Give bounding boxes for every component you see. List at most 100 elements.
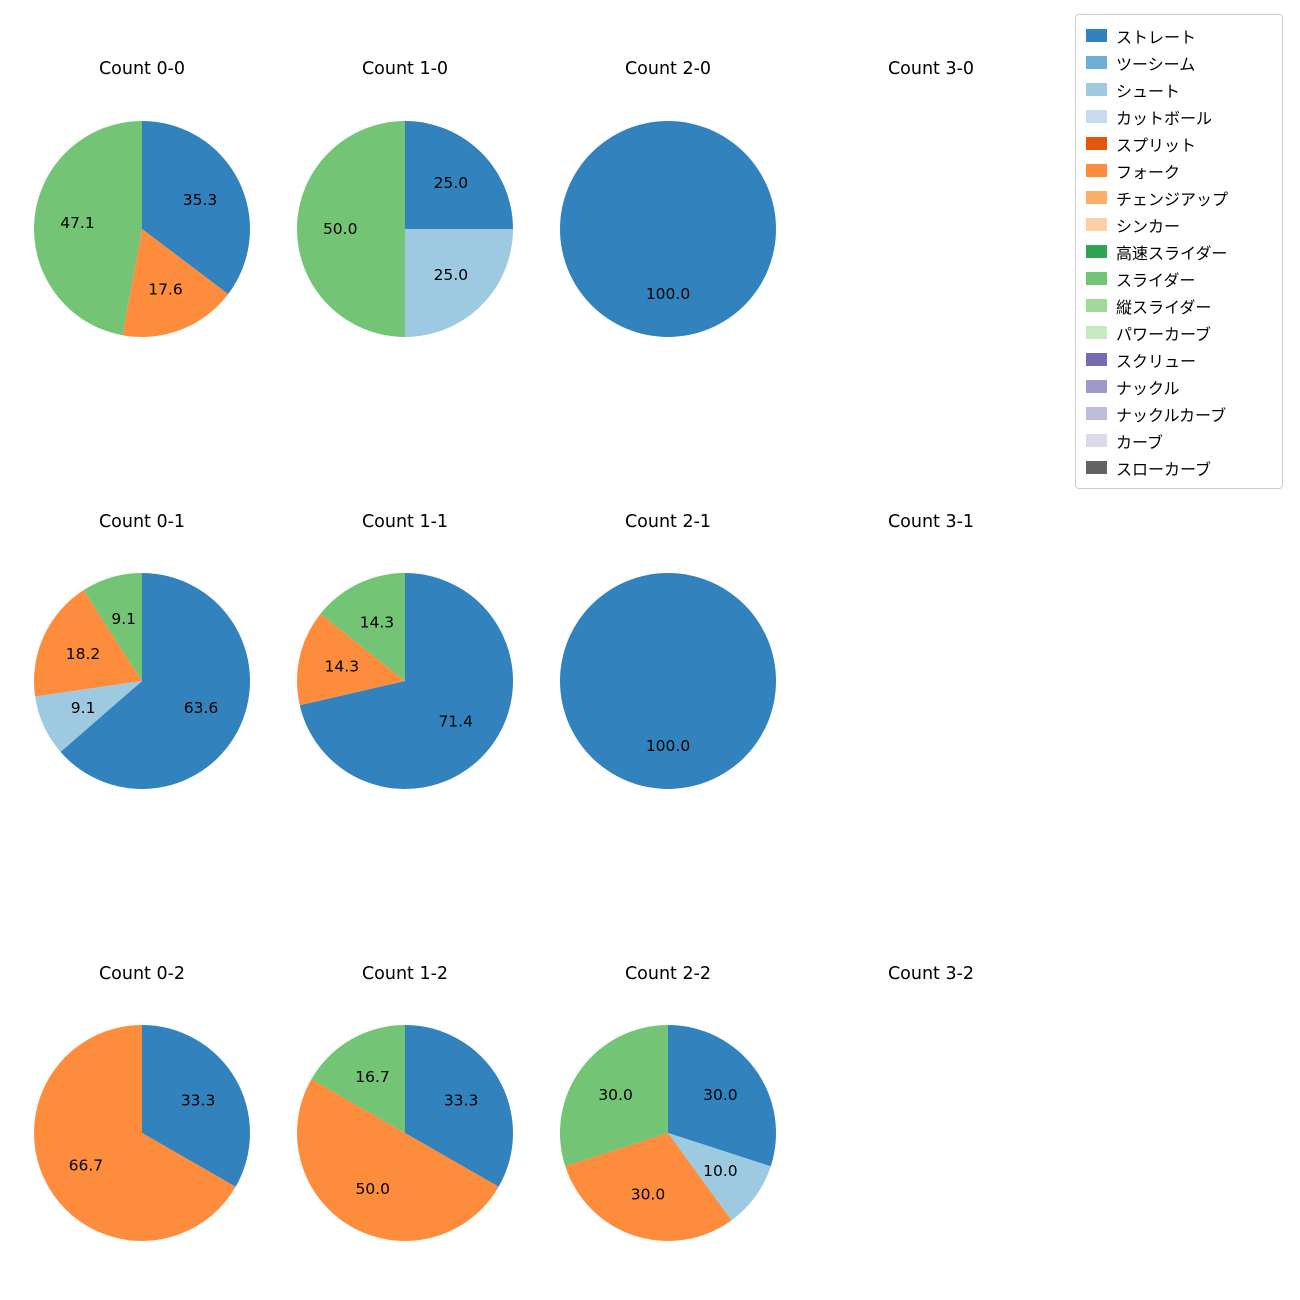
legend-item: フォーク (1086, 157, 1272, 184)
chart-title: Count 0-2 (98, 964, 186, 984)
pie-slice-label: 50.0 (323, 220, 358, 238)
pie-slice (34, 121, 142, 336)
pie-slice-label: 71.4 (438, 712, 473, 730)
pie-slice (311, 1025, 405, 1133)
pie-slice (297, 121, 405, 337)
legend-swatch (1086, 245, 1107, 258)
legend-label: ナックルカーブ (1116, 405, 1227, 425)
legend-swatch (1086, 137, 1107, 150)
pie-slice (297, 1079, 499, 1241)
legend-item: スクリュー (1086, 346, 1272, 373)
chart-title: Count 3-2 (887, 964, 975, 984)
legend-label: チェンジアップ (1116, 189, 1229, 209)
pie-chart: 63.6 9.1 18.2 9.1 (34, 573, 251, 789)
pie-slice-label: 25.0 (434, 174, 469, 192)
pie-slice (560, 573, 776, 789)
pie-slice-label: 63.6 (184, 699, 219, 717)
pie-chart: 100.0 (560, 121, 776, 337)
chart-title: Count 3-1 (887, 512, 975, 532)
legend-swatch (1086, 218, 1107, 231)
legend-label: カーブ (1116, 432, 1164, 452)
legend-item: カットボール (1086, 103, 1272, 130)
pie-chart: 33.3 50.0 16.7 (297, 1025, 513, 1241)
pie-slice-label: 17.6 (148, 280, 183, 298)
pie-slice-label: 30.0 (598, 1086, 633, 1104)
pie-slice-label: 10.0 (703, 1162, 738, 1180)
legend-swatch (1086, 299, 1107, 312)
legend-label: 縦スライダー (1116, 297, 1212, 317)
pie-slice (668, 1133, 771, 1221)
legend-swatch (1086, 407, 1107, 420)
chart-title: Count 1-2 (361, 964, 449, 984)
pie-chart: 30.0 10.0 30.0 30.0 (560, 1025, 776, 1241)
legend-label: スライダー (1116, 270, 1196, 290)
legend-item: ナックル (1086, 373, 1272, 400)
chart-title: Count 3-0 (887, 59, 975, 79)
pie-chart: 100.0 (560, 573, 776, 789)
pie-slice-label: 50.0 (355, 1180, 390, 1198)
legend-swatch (1086, 110, 1107, 123)
legend-label: ストレート (1116, 27, 1197, 47)
legend-label: パワーカーブ (1116, 324, 1212, 344)
legend-label: スクリュー (1116, 351, 1197, 371)
legend-item: 高速スライダー (1086, 238, 1272, 265)
legend-item: シンカー (1086, 211, 1272, 238)
chart-title: Count 0-1 (98, 512, 186, 532)
chart-title: Count 1-0 (361, 59, 449, 79)
pie-slice-label: 47.1 (60, 214, 95, 232)
pie-slice-label: 25.0 (434, 266, 469, 284)
pie-slice-label: 100.0 (646, 285, 690, 303)
legend-item: スプリット (1086, 130, 1272, 157)
pie-slice-label: 100.0 (646, 737, 690, 755)
pie-chart: 33.3 66.7 (33, 1025, 250, 1241)
pie-slice-label: 35.3 (183, 191, 218, 209)
legend-swatch (1086, 380, 1107, 393)
pie-slice-label: 33.3 (444, 1092, 479, 1110)
legend-item: チェンジアップ (1086, 184, 1272, 211)
chart-title: Count 2-0 (624, 59, 712, 79)
chart-title: Count 1-1 (361, 512, 449, 532)
pie-slice-label: 14.3 (360, 614, 395, 632)
legend-label: シンカー (1116, 216, 1181, 236)
pie-slice-label: 30.0 (631, 1186, 666, 1204)
chart-title: Count 0-0 (98, 59, 186, 79)
pie-chart: 71.4 14.3 14.3 (297, 573, 513, 789)
pie-slice (405, 229, 513, 337)
pie-slice-label: 33.3 (181, 1092, 216, 1110)
legend-swatch (1086, 434, 1107, 447)
legend-item: スライダー (1086, 265, 1272, 292)
legend-item: ストレート (1086, 22, 1272, 49)
legend-item: 縦スライダー (1086, 292, 1272, 319)
legend-swatch (1086, 56, 1107, 69)
legend-swatch (1086, 272, 1107, 285)
pie-slice-label: 16.7 (355, 1068, 390, 1086)
legend-label: カットボール (1116, 108, 1213, 128)
pie-chart: 25.0 25.0 50.0 (297, 121, 513, 337)
chart-title: Count 2-1 (624, 512, 712, 532)
legend-swatch (1086, 191, 1107, 204)
legend-item: ツーシーム (1086, 49, 1272, 76)
pie-slice-label: 18.2 (66, 645, 101, 663)
pie-slice-label: 9.1 (111, 610, 136, 628)
pie-slice (299, 573, 513, 789)
legend-swatch (1086, 29, 1107, 42)
legend-item: カーブ (1086, 427, 1272, 454)
legend-item: ナックルカーブ (1086, 400, 1272, 427)
pie-slice (405, 1025, 513, 1187)
legend-swatch (1086, 83, 1107, 96)
legend-swatch (1086, 461, 1107, 474)
legend-item: スローカーブ (1086, 454, 1272, 481)
legend-swatch (1086, 326, 1107, 339)
pie-slice (33, 1025, 236, 1241)
pie-slice (320, 573, 405, 681)
legend-label: スローカーブ (1116, 459, 1212, 479)
pie-slice (405, 121, 513, 229)
pie-slice-label: 30.0 (703, 1086, 738, 1104)
legend: ストレート ツーシーム シュート カットボール スプリット フォーク チェンジアップ シンカー… (1075, 14, 1283, 489)
legend-label: フォーク (1116, 162, 1181, 182)
pie-slice (668, 1025, 776, 1167)
legend-label: 高速スライダー (1116, 243, 1228, 263)
pie-slice (142, 121, 250, 295)
legend-swatch (1086, 353, 1107, 366)
